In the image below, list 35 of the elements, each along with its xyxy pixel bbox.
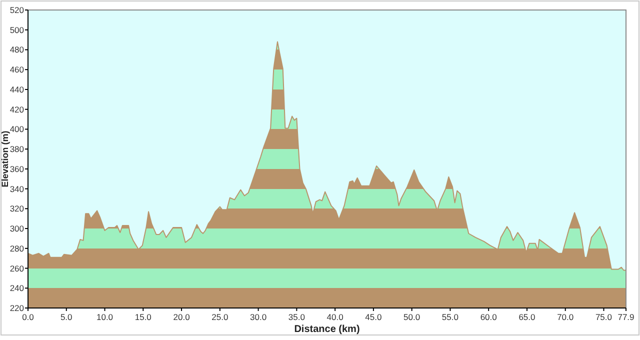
y-tick-label: 280 [10,243,24,254]
y-tick-label: 360 [10,164,24,174]
x-tick-label: 5.0 [60,312,73,322]
x-tick-label: 20.0 [173,312,190,322]
x-tick-label: 45.0 [365,312,382,322]
x-tick-label: 25.0 [212,312,228,322]
x-tick-label: 70.0 [557,312,574,322]
x-tick-label: 65.0 [518,312,536,322]
x-tick-label: 55.0 [442,312,459,322]
y-tick-label: 260 [10,263,24,274]
x-tick-label: 75.0 [595,312,612,322]
y-tick-label: 480 [10,44,24,55]
x-tick-label: 15.0 [134,312,152,322]
x-tick-label: 30.0 [250,312,267,322]
y-tick-label: 220 [10,303,24,313]
y-tick-label: 340 [10,184,24,194]
x-tick-label: 50.0 [404,312,420,322]
y-tick-label: 300 [10,224,24,234]
x-tick-label: 35.0 [288,312,306,322]
y-tick-label: 460 [10,64,24,75]
y-tick-label: 420 [10,104,24,114]
y-tick-label: 380 [10,144,24,154]
x-axis-title: Distance (km) [294,324,360,335]
x-tick-label: 40.0 [326,312,344,322]
y-tick-label: 440 [10,84,24,94]
x-tick-label: 60.0 [480,312,498,322]
x-tick-label: 10.0 [96,312,114,322]
x-tick-label: 0.0 [22,312,34,322]
y-tick-label: 500 [10,24,24,35]
y-axis-title: Elevation (m) [0,130,10,188]
y-tick-label: 520 [10,5,24,15]
x-tick-label: 77.9 [618,312,635,322]
y-tick-label: 320 [10,204,24,214]
y-tick-label: 240 [10,283,24,294]
y-tick-label: 400 [10,124,24,134]
